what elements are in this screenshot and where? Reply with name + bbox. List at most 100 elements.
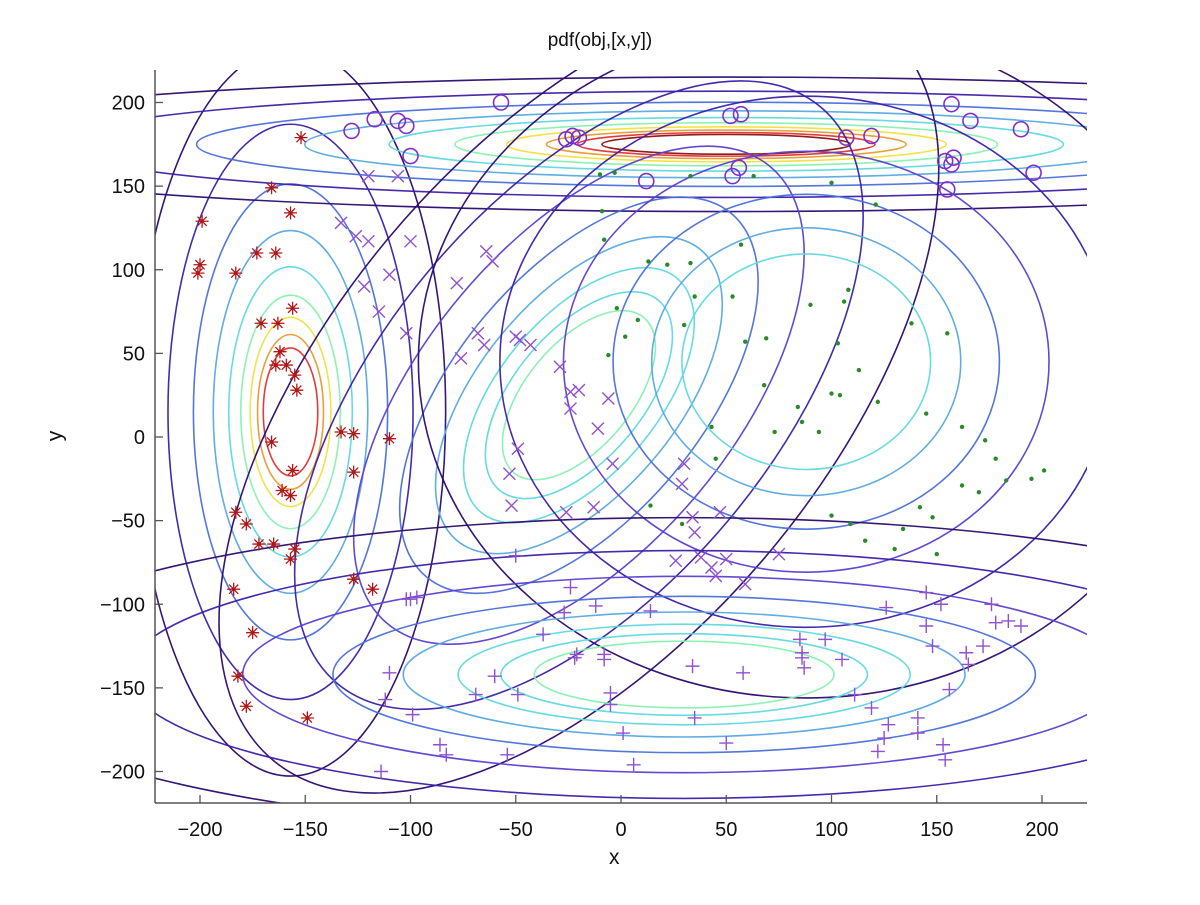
plus-marker — [936, 737, 951, 752]
plus-marker — [378, 692, 393, 707]
contour-line — [501, 309, 657, 481]
plus-marker — [795, 645, 810, 660]
plus-marker — [879, 600, 894, 615]
plus-marker — [439, 747, 454, 762]
x-marker — [523, 338, 537, 352]
plus-marker — [626, 757, 641, 772]
asterisk-marker — [267, 537, 281, 551]
asterisk-marker — [229, 266, 243, 280]
dot-marker — [959, 424, 965, 430]
x-marker — [372, 305, 386, 319]
x-marker — [399, 326, 413, 340]
x-tick-label: −100 — [388, 819, 433, 841]
plus-marker — [959, 645, 974, 660]
dot-marker — [909, 321, 914, 326]
contour-line — [293, 80, 864, 711]
dot-marker — [795, 404, 801, 410]
asterisk-marker — [300, 711, 314, 725]
chart-title: pdf(obj,[x,y]) — [547, 30, 653, 51]
plus-marker — [736, 665, 751, 680]
dot-marker — [751, 173, 756, 179]
plus-marker — [567, 650, 582, 665]
x-marker — [772, 547, 786, 561]
y-tick-label: 100 — [112, 260, 145, 282]
plus-marker — [536, 627, 551, 642]
asterisk-marker — [288, 542, 302, 556]
contour-line — [167, 123, 414, 701]
dot-marker — [761, 382, 767, 388]
y-tick-label: 50 — [123, 343, 145, 365]
x-marker — [669, 554, 683, 568]
contour-line — [612, 193, 1001, 530]
dot-marker — [648, 503, 653, 508]
asterisk-marker — [288, 368, 302, 382]
plus-marker — [976, 639, 991, 654]
plus-marker — [500, 747, 515, 762]
dot-marker — [688, 260, 693, 266]
x-marker — [705, 560, 719, 574]
plus-marker — [399, 592, 414, 607]
plus-marker — [919, 585, 934, 600]
x-marker — [559, 505, 573, 519]
x-tick-label: 50 — [715, 819, 737, 841]
asterisk-marker — [195, 214, 209, 228]
dot-marker — [808, 302, 813, 308]
x-marker — [709, 569, 723, 583]
contour-line — [155, 90, 1087, 199]
x-tick-label: −200 — [177, 819, 222, 841]
contour-line — [398, 196, 759, 595]
plus-marker — [835, 652, 850, 667]
contour-line — [155, 70, 447, 777]
asterisk-marker — [382, 432, 396, 446]
y-tick-label: 200 — [112, 93, 145, 115]
contour-line — [332, 595, 1037, 754]
asterisk-marker — [284, 206, 298, 220]
contour-line — [304, 110, 1087, 179]
plus-marker — [1013, 618, 1028, 633]
asterisk-marker — [227, 582, 241, 596]
dot-marker — [924, 411, 929, 416]
dot-marker — [681, 322, 687, 328]
plus-marker — [864, 700, 879, 715]
plus-marker — [847, 687, 862, 702]
y-tick-label: 150 — [112, 176, 145, 198]
circle-marker — [722, 107, 739, 125]
dot-marker — [713, 456, 718, 461]
dot-marker — [841, 299, 847, 304]
x-tick-label: 200 — [1025, 819, 1058, 841]
dot-marker — [829, 513, 834, 518]
plus-marker — [933, 597, 948, 612]
circle-marker — [402, 147, 419, 165]
plus-marker — [685, 659, 700, 674]
dot-marker — [799, 419, 805, 425]
circle-marker — [837, 129, 855, 146]
contour-line — [505, 126, 947, 163]
plus-marker — [374, 764, 389, 779]
plus-marker — [938, 752, 953, 767]
contour-line — [155, 516, 1087, 803]
plus-marker — [508, 548, 523, 563]
asterisk-marker — [250, 246, 264, 260]
x-marker — [738, 577, 752, 591]
x-marker — [719, 552, 733, 566]
dot-marker — [856, 367, 862, 373]
plus-marker — [468, 687, 483, 702]
asterisk-marker — [275, 484, 289, 498]
contour-line — [484, 290, 674, 500]
asterisk-marker — [239, 517, 253, 531]
circle-marker — [962, 112, 979, 130]
circle-marker — [366, 110, 384, 128]
asterisk-marker — [284, 552, 298, 566]
x-marker — [357, 279, 371, 293]
x-marker — [479, 244, 493, 258]
dot-marker — [730, 294, 735, 299]
contour-line — [242, 575, 1087, 774]
dot-marker — [945, 331, 950, 336]
asterisk-marker — [252, 537, 266, 551]
plus-marker — [719, 736, 734, 751]
circle-marker — [564, 127, 581, 145]
dot-marker — [848, 521, 853, 527]
asterisk-marker — [366, 582, 380, 596]
plus-marker — [910, 710, 925, 725]
